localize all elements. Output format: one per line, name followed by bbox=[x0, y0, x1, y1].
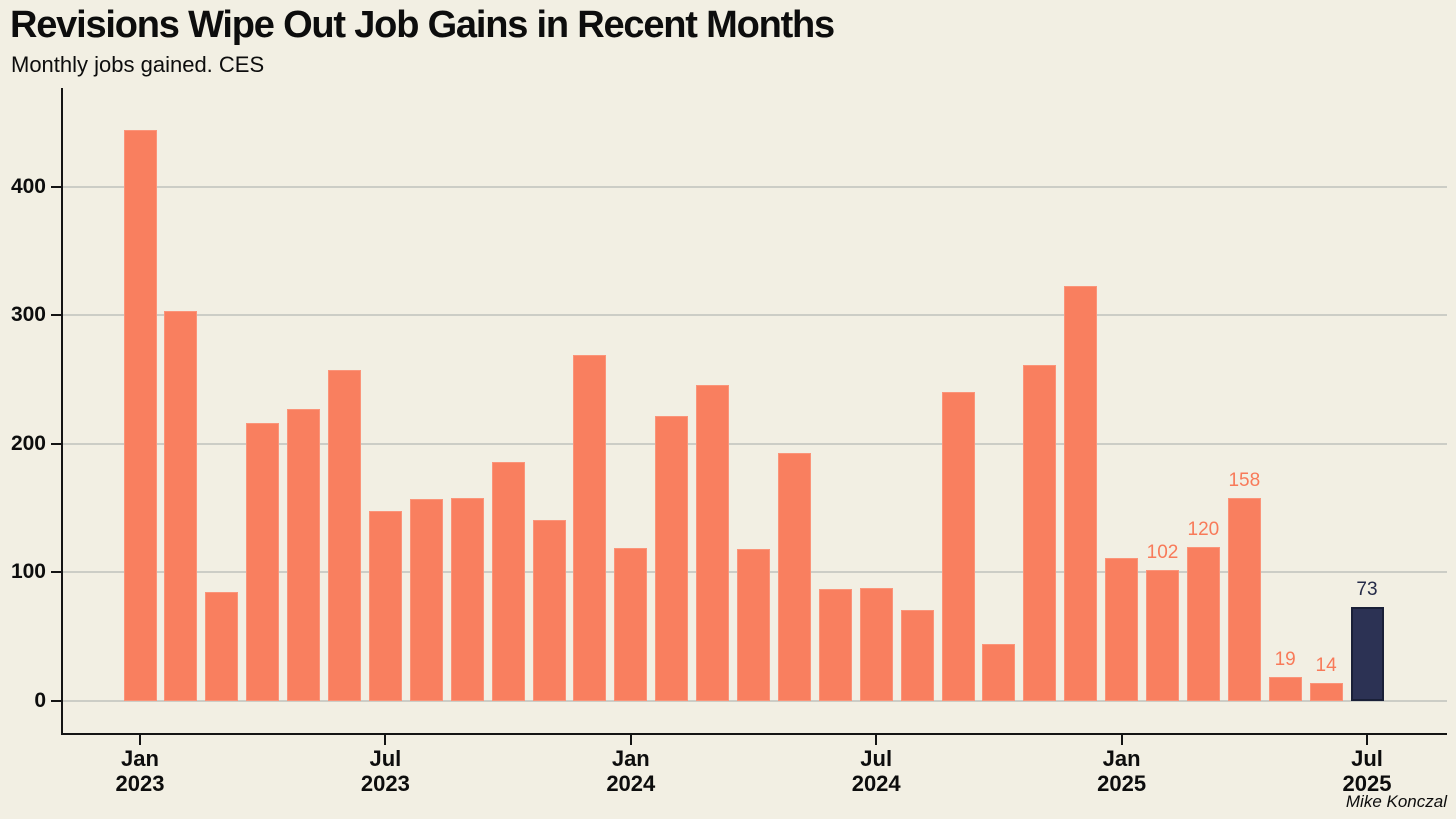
x-axis-label-month: Jan bbox=[1102, 746, 1141, 771]
bar-nov-2024 bbox=[1023, 365, 1057, 701]
x-axis-label-jan-2024: Jan 2024 bbox=[566, 746, 696, 796]
x-axis-label-jul-2024: Jul 2024 bbox=[811, 746, 941, 796]
bar-jul-2024 bbox=[859, 587, 893, 701]
bar-jan-2024 bbox=[614, 547, 648, 701]
bar-aug-2024 bbox=[900, 609, 934, 701]
y-axis-tick-100 bbox=[51, 571, 62, 574]
attribution: Mike Konczal bbox=[1345, 792, 1447, 811]
x-axis-label-year: 2025 bbox=[1342, 771, 1392, 796]
bar-sep-2024 bbox=[941, 392, 975, 701]
bar-value-label-mar-2025: 120 bbox=[1187, 518, 1220, 540]
bar-apr-2025 bbox=[1227, 497, 1261, 701]
gridline-400 bbox=[63, 185, 1447, 188]
gridline-0 bbox=[63, 700, 1447, 702]
gridline-200 bbox=[63, 442, 1447, 445]
bar-feb-2024 bbox=[655, 415, 689, 701]
bar-mar-2023 bbox=[205, 591, 239, 701]
bar-dec-2024 bbox=[1064, 285, 1098, 701]
bar-aug-2023 bbox=[409, 499, 443, 701]
x-axis-label-month: Jul bbox=[1351, 746, 1383, 771]
x-axis-label-year: 2024 bbox=[606, 771, 656, 796]
y-axis-label-100: 100 bbox=[10, 560, 46, 584]
bar-jan-2023 bbox=[123, 130, 157, 701]
bar-value-label-jul-2025: 73 bbox=[1356, 579, 1378, 601]
bar-jun-2024 bbox=[818, 589, 852, 701]
y-axis-label-0: 0 bbox=[34, 689, 46, 712]
bar-jul-2023 bbox=[368, 510, 402, 701]
x-axis-label-month: Jul bbox=[860, 746, 893, 771]
bar-mar-2025 bbox=[1186, 546, 1220, 701]
bar-jul-2025 bbox=[1350, 607, 1384, 701]
x-axis-label-month: Jul bbox=[369, 746, 402, 771]
bar-jan-2025 bbox=[1105, 558, 1139, 701]
bar-value-label-jun-2025: 14 bbox=[1315, 654, 1337, 676]
bar-jun-2025 bbox=[1309, 682, 1343, 701]
x-axis-label-year: 2025 bbox=[1097, 771, 1147, 796]
gridline-300 bbox=[63, 314, 1447, 317]
bar-sep-2023 bbox=[450, 497, 484, 701]
bar-nov-2023 bbox=[532, 519, 566, 701]
bar-feb-2023 bbox=[164, 311, 198, 701]
bar-may-2023 bbox=[287, 409, 321, 701]
y-axis-line bbox=[61, 88, 63, 733]
x-axis-label-jan-2025: Jan 2025 bbox=[1057, 746, 1187, 796]
y-axis-tick-400 bbox=[51, 185, 62, 188]
x-axis-label-year: 2023 bbox=[115, 771, 165, 796]
bar-mar-2024 bbox=[696, 384, 730, 701]
y-axis-tick-300 bbox=[51, 314, 62, 317]
y-axis-tick-200 bbox=[51, 442, 62, 445]
bar-may-2025 bbox=[1268, 676, 1302, 701]
y-axis-tick-0 bbox=[51, 700, 62, 702]
x-axis-tick-jul-2025 bbox=[1366, 735, 1368, 745]
x-axis-tick-jul-2023 bbox=[384, 735, 387, 745]
x-axis-tick-jan-2024 bbox=[629, 735, 632, 745]
chart-title: Revisions Wipe Out Job Gains in Recent M… bbox=[10, 4, 835, 46]
x-axis-label-jul-2025: Jul 2025 bbox=[1302, 746, 1432, 796]
x-axis-label-month: Jan bbox=[611, 746, 650, 771]
bar-jun-2023 bbox=[328, 370, 361, 701]
bar-oct-2023 bbox=[491, 461, 525, 701]
x-axis-label-year: 2023 bbox=[360, 771, 410, 796]
bar-dec-2023 bbox=[573, 355, 607, 701]
bar-value-label-feb-2025: 102 bbox=[1146, 541, 1179, 563]
x-axis-label-month: Jan bbox=[121, 746, 159, 771]
bar-apr-2023 bbox=[246, 423, 280, 701]
x-axis-label-jan-2023: Jan 2023 bbox=[75, 746, 205, 796]
bar-feb-2025 bbox=[1146, 569, 1179, 701]
x-axis-line bbox=[61, 733, 1447, 735]
bar-may-2024 bbox=[777, 452, 811, 701]
bar-apr-2024 bbox=[737, 549, 770, 701]
y-axis-label-200: 200 bbox=[10, 431, 46, 455]
chart-subtitle: Monthly jobs gained. CES bbox=[11, 52, 265, 77]
bar-value-label-may-2025: 19 bbox=[1274, 648, 1296, 670]
x-axis-tick-jan-2025 bbox=[1120, 735, 1123, 745]
y-axis-label-300: 300 bbox=[10, 303, 46, 327]
y-axis-label-400: 400 bbox=[10, 174, 46, 198]
x-axis-label-year: 2024 bbox=[851, 771, 901, 796]
bar-oct-2024 bbox=[982, 644, 1016, 701]
x-axis-tick-jan-2023 bbox=[139, 735, 141, 745]
bar-value-label-apr-2025: 158 bbox=[1228, 469, 1261, 491]
x-axis-tick-jul-2024 bbox=[875, 735, 878, 745]
x-axis-label-jul-2023: Jul 2023 bbox=[320, 746, 450, 796]
